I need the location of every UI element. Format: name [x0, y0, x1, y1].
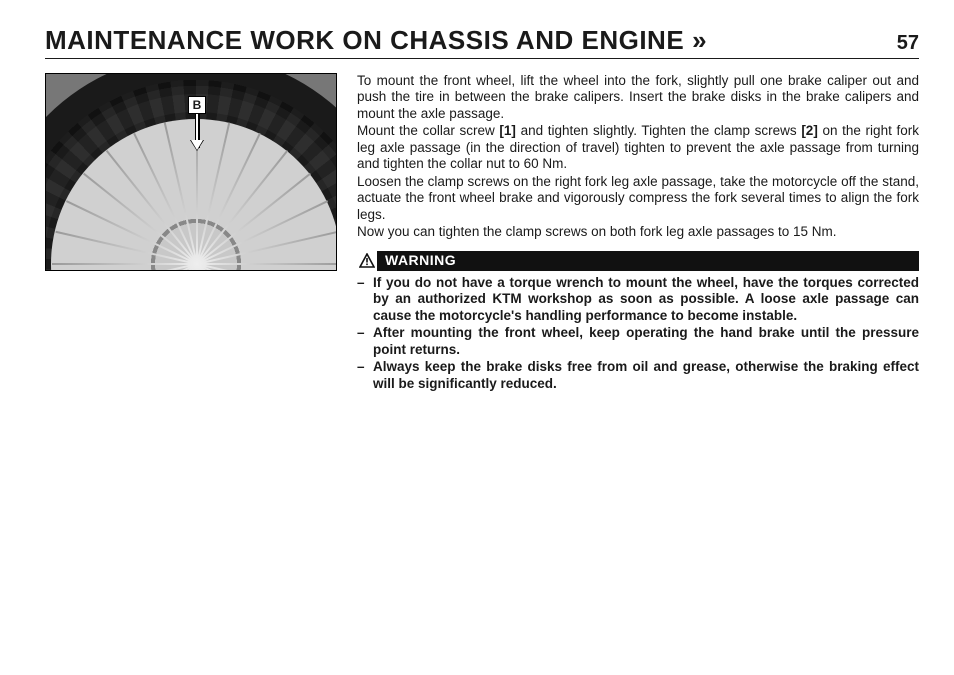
- warning-item: – Always keep the brake disks free from …: [357, 359, 919, 392]
- list-dash-icon: –: [357, 359, 373, 392]
- warning-text-3: Always keep the brake disks free from oi…: [373, 359, 919, 392]
- warning-list: – If you do not have a torque wrench to …: [357, 275, 919, 392]
- title-arrow-icon: »: [692, 25, 702, 56]
- warning-label: WARNING: [383, 252, 456, 269]
- section-title: MAINTENANCE WORK ON CHASSIS AND ENGINE »: [45, 25, 703, 56]
- page-number: 57: [897, 32, 919, 55]
- tire-figure: B: [45, 73, 337, 271]
- ref-2: [2]: [801, 123, 818, 138]
- figure-column: B: [45, 73, 337, 271]
- page-header: MAINTENANCE WORK ON CHASSIS AND ENGINE »…: [45, 25, 919, 59]
- callout-label-b: B: [188, 96, 206, 114]
- title-text: MAINTENANCE WORK ON CHASSIS AND ENGINE: [45, 25, 684, 56]
- warning-item: – If you do not have a torque wrench to …: [357, 275, 919, 324]
- paragraph-3: Loosen the clamp screws on the right for…: [357, 174, 919, 223]
- page: MAINTENANCE WORK ON CHASSIS AND ENGINE »…: [0, 0, 954, 423]
- warning-triangle-icon: [357, 251, 377, 271]
- p2-part-b: and tighten slightly. Tighten the clamp …: [516, 123, 801, 138]
- callout-arrow-icon: [196, 114, 198, 148]
- warning-text-2: After mounting the front wheel, keep ope…: [373, 325, 919, 358]
- list-dash-icon: –: [357, 275, 373, 324]
- p2-part-a: Mount the collar screw: [357, 123, 499, 138]
- content-row: B To mount the front wheel, lift the whe…: [45, 73, 919, 393]
- ref-1: [1]: [499, 123, 516, 138]
- warning-item: – After mounting the front wheel, keep o…: [357, 325, 919, 358]
- list-dash-icon: –: [357, 325, 373, 358]
- warning-text-1: If you do not have a torque wrench to mo…: [373, 275, 919, 324]
- paragraph-1: To mount the front wheel, lift the wheel…: [357, 73, 919, 122]
- text-column: To mount the front wheel, lift the wheel…: [357, 73, 919, 393]
- paragraph-4: Now you can tighten the clamp screws on …: [357, 224, 919, 240]
- paragraph-2: Mount the collar screw [1] and tighten s…: [357, 123, 919, 172]
- warning-bar: WARNING: [357, 251, 919, 271]
